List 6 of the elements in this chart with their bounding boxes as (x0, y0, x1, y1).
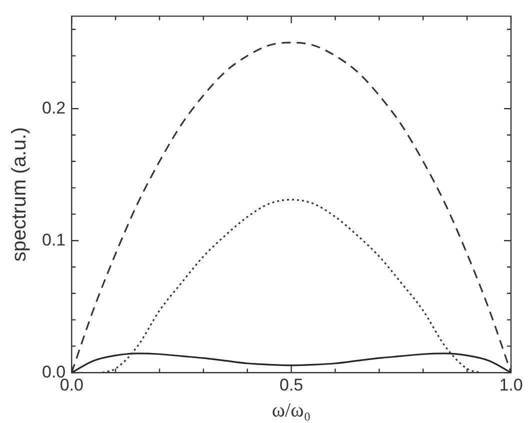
y-tick-label: 0.1 (42, 230, 66, 250)
y-tick-label: 0.2 (42, 98, 66, 118)
x-axis-title: ω/ω₀ (272, 399, 311, 422)
y-axis-title: spectrum (a.u.) (8, 127, 31, 262)
x-tick-label: 1.0 (499, 375, 523, 394)
x-tick-label: 0.5 (279, 375, 304, 394)
